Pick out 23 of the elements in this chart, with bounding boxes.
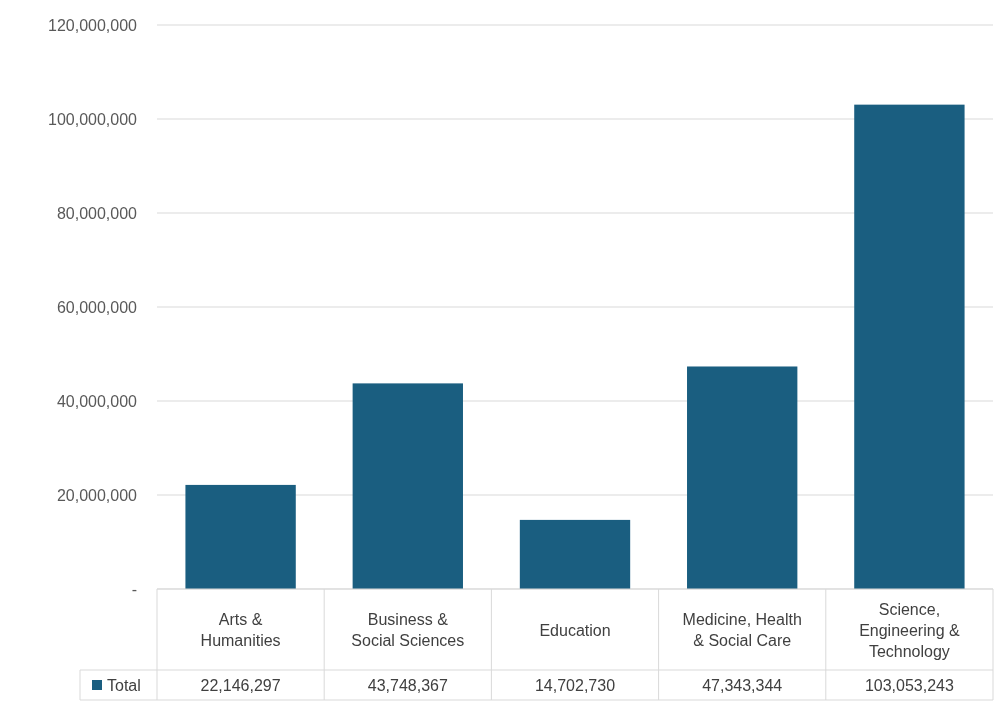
y-tick-label: 80,000,000 [56, 204, 138, 222]
bar [854, 104, 965, 589]
bar [185, 484, 296, 589]
x-tick-label: Medicine, Health & Social Care [682, 611, 802, 649]
x-tick-label: Education [539, 621, 611, 639]
x-tick-label: Business & Social Sciences [351, 611, 465, 649]
data-label: 103,053,243 [864, 677, 954, 694]
bar [687, 366, 798, 589]
bar [352, 383, 463, 589]
x-tick-label: Science, Engineering & Technology [859, 600, 960, 660]
y-tick-label: 20,000,000 [56, 486, 138, 504]
bar [519, 519, 631, 589]
data-label: 43,748,367 [367, 677, 448, 694]
y-tick-label: - [131, 580, 137, 598]
legend-label: Total [107, 677, 141, 694]
x-tick-label: Arts & Humanities [200, 611, 281, 649]
data-label: 47,343,344 [702, 677, 783, 694]
y-tick-label: 40,000,000 [56, 392, 138, 410]
y-tick-label: 60,000,000 [56, 298, 138, 316]
data-label: 14,702,730 [534, 677, 616, 694]
y-tick-label: 100,000,000 [48, 110, 138, 128]
data-label: 22,146,297 [200, 677, 281, 694]
y-tick-label: 120,000,000 [48, 16, 138, 34]
